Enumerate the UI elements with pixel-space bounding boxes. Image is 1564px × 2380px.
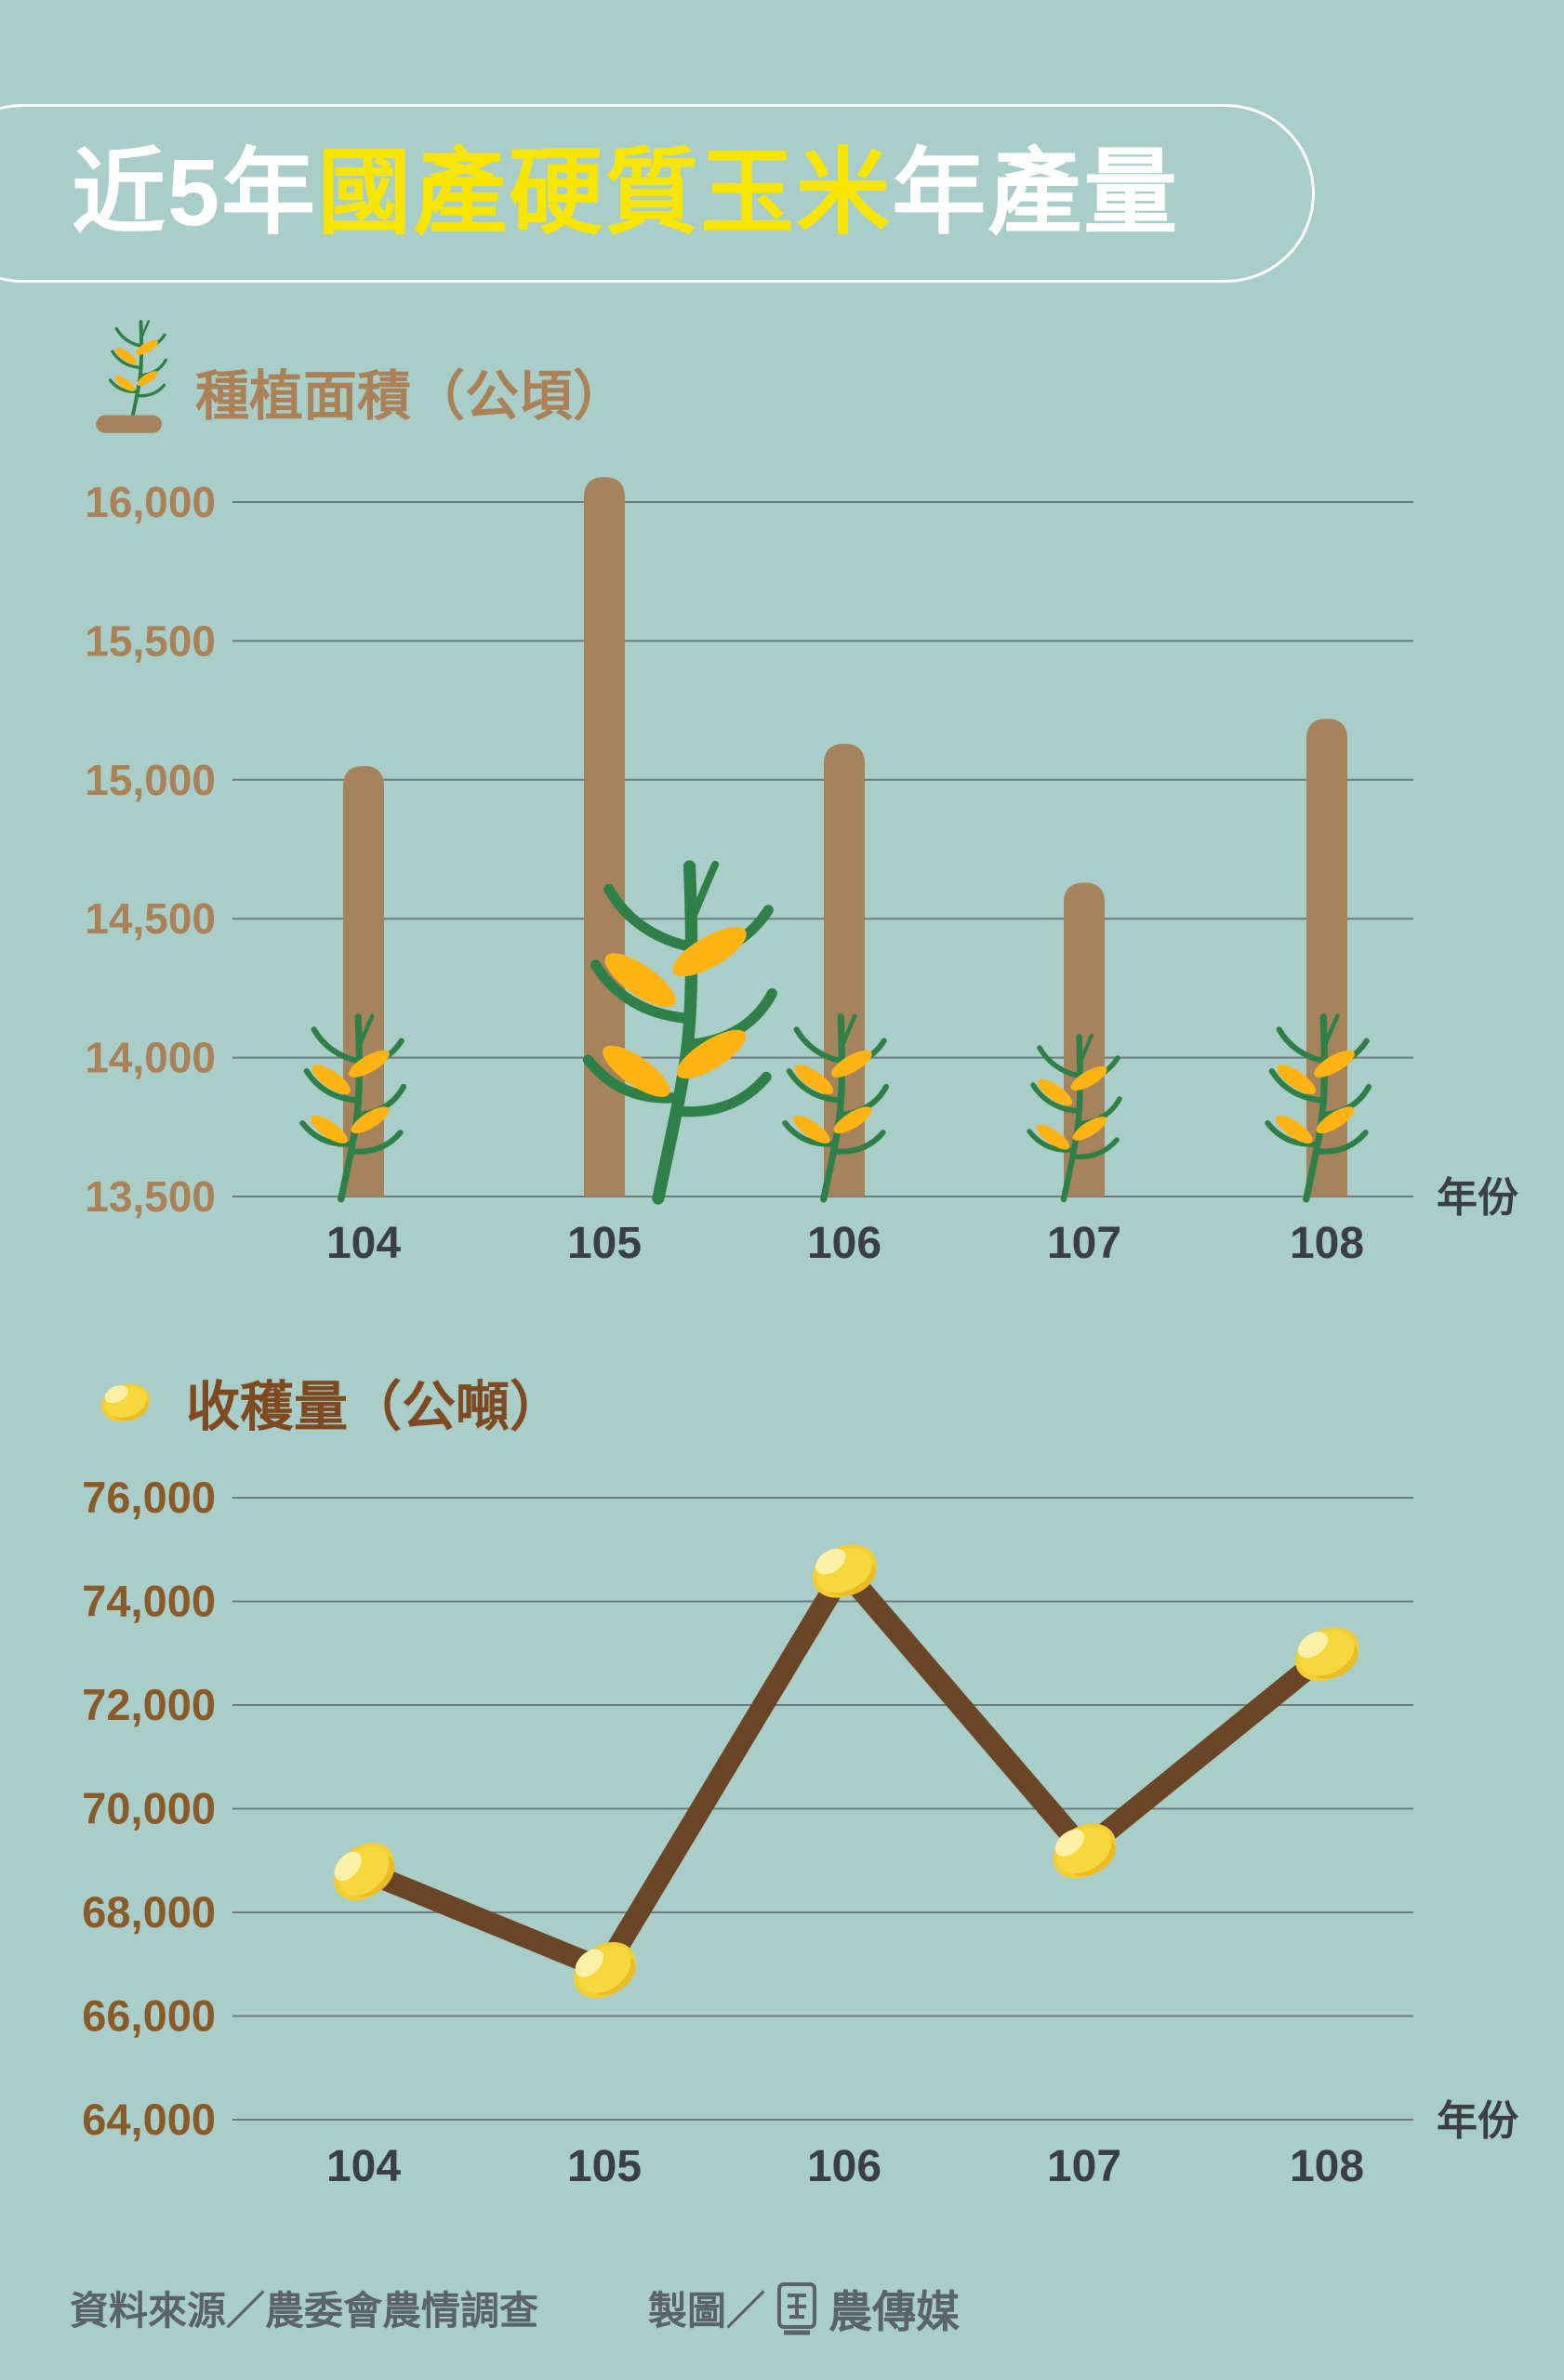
bar	[824, 743, 865, 1197]
title-banner: 近5年國產硬質玉米年產量	[0, 104, 1315, 283]
harvest-line-chart: 64,000 66,000 68,000 70,000 72,000 74,000 76,0…	[82, 1473, 1518, 2191]
x-tick-label: 106	[807, 2142, 881, 2191]
x-axis-title: 年份	[1437, 1175, 1518, 1221]
x-tick-label: 104	[326, 2142, 401, 2191]
y-tick-label: 15,000	[85, 756, 216, 804]
x-tick-label: 107	[1047, 1219, 1121, 1268]
y-tick-label: 66,000	[82, 1991, 216, 2041]
x-tick-label: 108	[1290, 1219, 1364, 1268]
y-tick-label: 76,000	[82, 1473, 216, 1522]
y-tick-label: 68,000	[82, 1887, 216, 1937]
title-part-3: 年產量	[892, 140, 1180, 245]
y-tick-label: 14,000	[85, 1034, 216, 1082]
x-tick-label: 107	[1047, 2142, 1121, 2191]
planting-area-legend: 種植面積（公頃）	[93, 314, 627, 440]
planting-area-label: 種植面積（公頃）	[195, 366, 628, 427]
x-tick-label: 108	[1290, 2142, 1364, 2191]
bar	[1306, 719, 1347, 1197]
harvest-line	[352, 1559, 1338, 1980]
brand-name: 農傳媒	[828, 2287, 961, 2338]
harvest-label: 收穫量（公噸）	[186, 1377, 564, 1437]
kernel-data-point	[313, 1824, 415, 1919]
x-tick-label: 106	[807, 1219, 881, 1268]
y-tick-label: 72,000	[82, 1680, 216, 1729]
harvest-legend: 收穫量（公噸）	[93, 1363, 563, 1441]
y-tick-label: 14,500	[85, 894, 216, 943]
agriharvest-logo	[776, 2281, 817, 2335]
bar	[584, 477, 625, 1197]
y-tick-label: 16,000	[85, 478, 216, 526]
x-axis-title: 年份	[1437, 2098, 1518, 2144]
bar	[343, 765, 384, 1197]
y-tick-label: 13,500	[85, 1172, 216, 1221]
x-tick-label: 104	[326, 1219, 401, 1268]
x-tick-label: 105	[567, 1219, 642, 1268]
footer: 資料來源／農委會農情調查 製圖／ 農傳媒	[70, 2276, 960, 2340]
planting-area-bar-chart: 13,500 14,000 14,500 15,000 15,500 16,000 104 1…	[85, 477, 1518, 1268]
corn-plant-icon	[96, 314, 171, 433]
credit: 製圖／ 農傳媒	[648, 2276, 960, 2340]
title-part-highlight: 國產硬質玉米	[317, 140, 893, 245]
y-tick-label: 15,500	[85, 616, 216, 665]
credit-label: 製圖／	[648, 2289, 766, 2333]
kernel-data-point	[556, 1925, 654, 2016]
y-tick-label: 70,000	[82, 1784, 216, 1833]
data-source-text: 資料來源／農委會農情調查	[70, 2289, 539, 2333]
page-title: 近5年國產硬質玉米年產量	[0, 146, 1179, 241]
y-tick-label: 64,000	[82, 2095, 216, 2144]
title-part-1: 近5年	[72, 140, 318, 245]
y-tick-label: 74,000	[82, 1577, 216, 1626]
x-tick-label: 105	[567, 2142, 642, 2191]
